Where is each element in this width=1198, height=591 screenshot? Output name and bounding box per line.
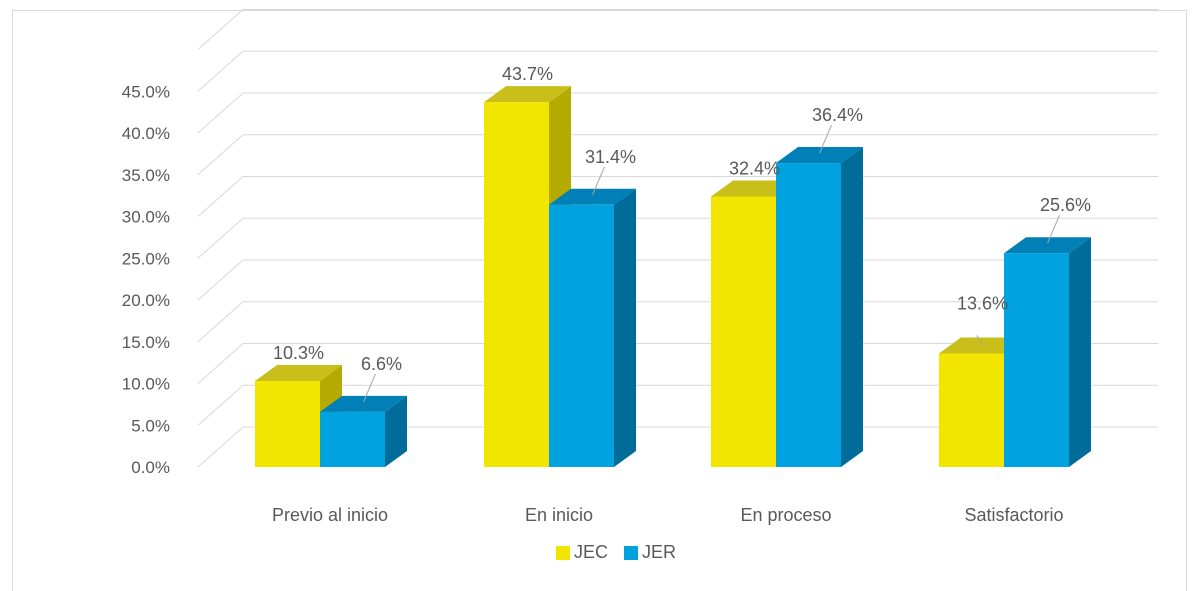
bar-front-face [484, 102, 549, 467]
bar-front-face [776, 163, 841, 467]
data-label-jer-0: 6.6% [361, 354, 402, 374]
data-label-leader [363, 373, 376, 403]
y-axis-ticks: 0.0% 5.0% 10.0% 15.0% 20.0% 25.0% 30.0% 35.0% 40… [122, 82, 170, 477]
legend: JEC JER [556, 542, 676, 562]
bar-jer-2 [776, 147, 863, 467]
bar-side-face [614, 188, 636, 467]
y-tick-label: 10.0% [122, 375, 170, 394]
bar-front-face [320, 411, 385, 467]
y-tick-label: 20.0% [122, 291, 170, 310]
bar-front-face [255, 380, 320, 467]
gridline [197, 9, 1158, 50]
data-label-leader [592, 166, 605, 196]
data-label-leader [976, 335, 983, 344]
data-label-leader [1047, 215, 1060, 244]
x-category-label: En proceso [740, 505, 831, 525]
y-tick-label: 25.0% [122, 249, 170, 268]
bar-front-face [939, 353, 1004, 467]
bar-top-face [484, 86, 571, 103]
data-label-jer-1: 31.4% [585, 147, 636, 167]
data-label-jec-3: 13.6% [957, 293, 1008, 313]
x-category-label: Previo al inicio [272, 505, 388, 525]
bar-jer-1 [549, 188, 636, 467]
bar-top-face [776, 147, 863, 164]
legend-swatch-jec [556, 546, 570, 560]
bar-front-face [549, 204, 614, 467]
x-category-label: Satisfactorio [964, 505, 1063, 525]
data-labels: 10.3% 6.6% 43.7% 31.4% 32.4% 36.4% 13.6% 25.6% [273, 64, 1091, 403]
bar-side-face [1069, 237, 1091, 467]
data-label-jec-1: 43.7% [502, 64, 553, 84]
bar-top-face [1004, 237, 1091, 254]
x-category-label: En inicio [525, 505, 593, 525]
bars [255, 86, 1091, 467]
bar-top-face [549, 188, 636, 205]
bar-jer-3 [1004, 237, 1091, 467]
gridline [197, 50, 1158, 92]
y-tick-label: 0.0% [131, 458, 170, 477]
gridline [197, 176, 1158, 217]
bar-side-face [841, 147, 863, 467]
bar-top-face [255, 364, 342, 381]
y-tick-label: 30.0% [122, 208, 170, 227]
x-axis-categories: Previo al inicio En inicio En proceso Satis… [272, 505, 1064, 525]
bar-jer-0 [320, 395, 407, 467]
bar-front-face [1004, 253, 1069, 467]
data-label-jer-2: 36.4% [812, 105, 863, 125]
bar-front-face [711, 196, 776, 467]
gridline [197, 134, 1158, 176]
y-tick-label: 15.0% [122, 333, 170, 352]
data-label-jer-3: 25.6% [1040, 195, 1091, 215]
bar-top-face [320, 395, 407, 412]
data-label-jec-2: 32.4% [729, 158, 780, 178]
y-tick-label: 40.0% [122, 124, 170, 143]
legend-swatch-jer [624, 546, 638, 560]
bar-side-face [385, 395, 407, 467]
gridline [197, 92, 1158, 134]
data-label-leader [819, 124, 832, 154]
y-tick-label: 45.0% [122, 82, 170, 101]
data-label-jec-0: 10.3% [273, 343, 324, 363]
legend-label-jer: JER [642, 542, 676, 562]
legend-label-jec: JEC [574, 542, 608, 562]
gridlines [197, 9, 1158, 468]
y-tick-label: 35.0% [122, 166, 170, 185]
y-tick-label: 5.0% [131, 416, 170, 435]
